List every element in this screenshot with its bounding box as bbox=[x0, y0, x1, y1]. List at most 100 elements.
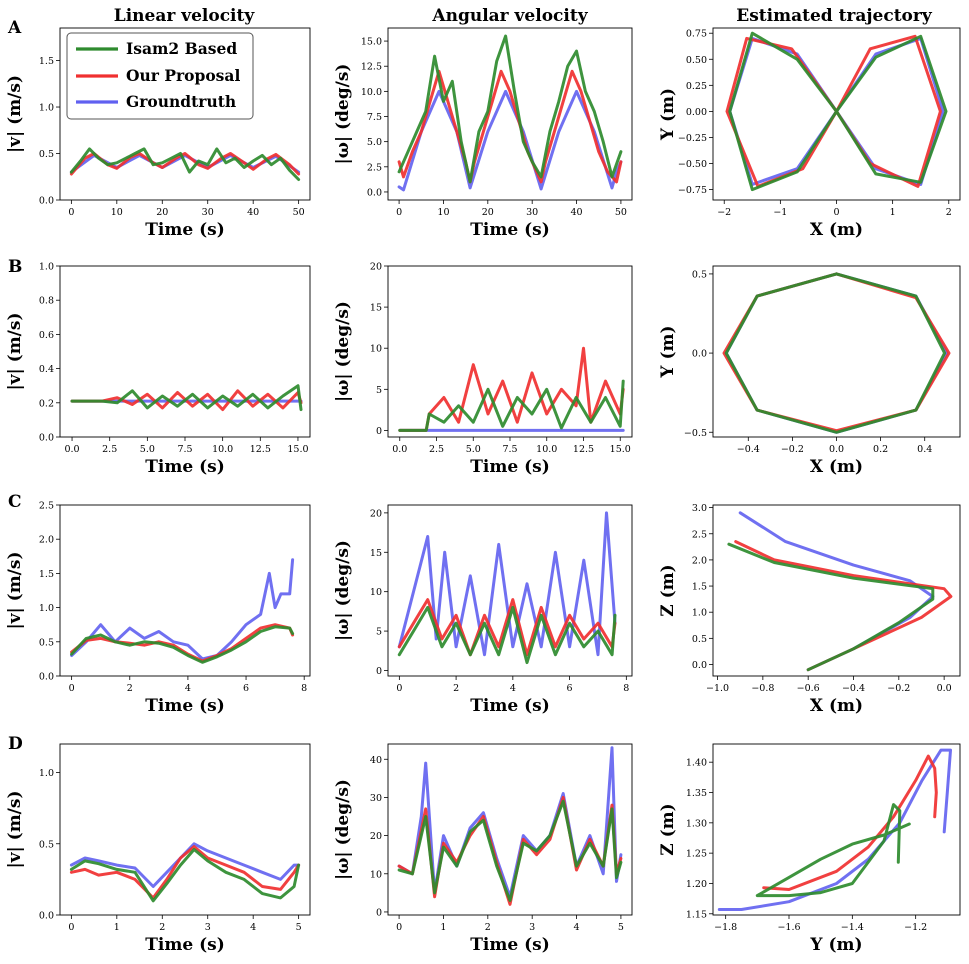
x-tick-label: −1.6 bbox=[777, 922, 800, 933]
row-letter-a: A bbox=[7, 18, 22, 38]
axes-frame bbox=[387, 743, 633, 916]
column-title-linear: Linear velocity bbox=[114, 6, 256, 26]
y-axis-label: Y (m) bbox=[658, 88, 678, 141]
y-tick-label: 0.00 bbox=[686, 107, 707, 118]
x-tick-label: 2 bbox=[127, 683, 133, 694]
x-tick-label: 7.5 bbox=[502, 444, 517, 455]
series-line-isam2-based bbox=[398, 379, 625, 432]
plot-area bbox=[388, 505, 632, 676]
y-tick-label: 0.5 bbox=[692, 634, 707, 645]
legend-label-gt: Groundtruth bbox=[126, 92, 236, 111]
x-tick-label: 0.0 bbox=[829, 444, 844, 455]
y-tick-label: 7.5 bbox=[367, 112, 382, 123]
x-tick-label: 8 bbox=[623, 683, 629, 694]
panel-C-traj: −1.0 −0.8 −0.6 −0.4 −0.2 0.0 0.0 0.5 1.0 1.5 2.0 2.… bbox=[658, 503, 961, 716]
y-tick-label: 0 bbox=[376, 666, 382, 677]
column-title-trajectory: Estimated trajectory bbox=[736, 6, 933, 26]
y-tick-label: 15.0 bbox=[361, 37, 382, 48]
x-axis-label: Time (s) bbox=[470, 696, 550, 716]
y-tick-label: 20 bbox=[370, 831, 382, 842]
x-tick-label: 2 bbox=[946, 207, 952, 218]
series-line-our-proposal bbox=[69, 845, 301, 900]
x-axis-label: X (m) bbox=[810, 220, 863, 240]
y-tick-label: −0.5 bbox=[684, 428, 707, 439]
y-tick-label: 0.0 bbox=[39, 672, 54, 683]
x-tick-label: 20 bbox=[482, 207, 494, 218]
legend-frame bbox=[66, 32, 254, 120]
series-line-our-proposal bbox=[397, 598, 617, 657]
x-tick-label: 1 bbox=[440, 922, 446, 933]
series-line-isam2-based bbox=[69, 848, 301, 903]
y-tick-label: 0.8 bbox=[39, 296, 54, 307]
series-line-isam2-based bbox=[397, 605, 617, 665]
legend-label-isam2: Isam2 Based bbox=[126, 39, 237, 58]
x-tick-label: 2 bbox=[453, 683, 459, 694]
x-tick-label: 0.0 bbox=[392, 444, 407, 455]
x-tick-label: 8 bbox=[301, 683, 307, 694]
x-tick-label: 15.0 bbox=[610, 444, 631, 455]
x-tick-label: 50 bbox=[293, 207, 305, 218]
x-tick-label: 5.0 bbox=[140, 444, 155, 455]
axes-frame bbox=[712, 504, 961, 677]
y-tick-label: 1.5 bbox=[39, 56, 54, 67]
y-tick-label: 10 bbox=[370, 869, 382, 880]
panel-B-traj: −0.4 −0.2 0.0 0.2 0.4 −0.5 0.0 0.5 X (m) Y (m) bbox=[658, 265, 961, 477]
x-tick-label: 5.0 bbox=[466, 444, 481, 455]
y-tick-label: 1.5 bbox=[692, 582, 707, 593]
y-tick-label: 0.5 bbox=[39, 637, 54, 648]
y-tick-label: 1.0 bbox=[39, 768, 54, 779]
axes-frame bbox=[712, 743, 961, 916]
row-letter-c: C bbox=[8, 492, 22, 512]
series-line-isam2-based bbox=[755, 803, 911, 898]
y-axis-label: Y (m) bbox=[658, 325, 678, 378]
y-tick-label: 5.0 bbox=[367, 137, 382, 148]
x-tick-label: 40 bbox=[247, 207, 259, 218]
legend-label-ours: Our Proposal bbox=[126, 66, 240, 85]
x-tick-label: −0.4 bbox=[737, 444, 760, 455]
y-axis-label: |ω| (deg/s) bbox=[333, 301, 353, 402]
y-tick-label: 1.20 bbox=[686, 879, 707, 890]
series-line-our-proposal bbox=[397, 69, 623, 184]
x-tick-label: 12.5 bbox=[573, 444, 594, 455]
x-axis-label: Time (s) bbox=[145, 935, 225, 955]
y-tick-label: 15 bbox=[370, 548, 382, 559]
x-tick-label: 6 bbox=[567, 683, 573, 694]
axes-frame bbox=[387, 504, 633, 677]
x-tick-label: 0 bbox=[68, 922, 74, 933]
x-tick-label: 4 bbox=[185, 683, 191, 694]
x-axis-label: Time (s) bbox=[470, 457, 550, 477]
y-tick-label: 0.25 bbox=[686, 81, 707, 92]
x-tick-label: −1.2 bbox=[904, 922, 927, 933]
x-tick-label: 0.0 bbox=[64, 444, 79, 455]
x-tick-label: −2 bbox=[717, 207, 731, 218]
x-tick-label: 10.0 bbox=[536, 444, 557, 455]
x-tick-label: −1.8 bbox=[714, 922, 737, 933]
x-tick-label: 30 bbox=[202, 207, 214, 218]
axes-frame bbox=[59, 504, 311, 677]
series-line-isam2-based bbox=[728, 31, 948, 192]
y-tick-label: 10 bbox=[370, 587, 382, 598]
y-tick-label: 1.35 bbox=[686, 788, 707, 799]
x-tick-label: 0.0 bbox=[937, 683, 952, 694]
y-tick-label: 20 bbox=[370, 508, 382, 519]
axes-frame bbox=[59, 743, 311, 916]
x-tick-label: 15.0 bbox=[287, 444, 308, 455]
y-tick-label: 0.0 bbox=[39, 433, 54, 444]
x-tick-label: 0.2 bbox=[873, 444, 888, 455]
y-tick-label: 3.0 bbox=[692, 503, 707, 514]
y-tick-label: −0.25 bbox=[678, 133, 707, 144]
x-axis-label: Time (s) bbox=[145, 457, 225, 477]
plot-area bbox=[60, 505, 310, 676]
series-line-isam2-based bbox=[70, 384, 303, 412]
y-tick-label: 40 bbox=[370, 755, 382, 766]
panel-D-lin: 0 1 2 3 4 5 0.0 0.5 1.0 Time (s) |v| (m/s) bbox=[5, 743, 311, 955]
y-tick-label: 0.0 bbox=[367, 187, 382, 198]
y-tick-label: 0 bbox=[376, 426, 382, 437]
series-line-isam2-based bbox=[397, 799, 623, 902]
y-tick-label: 20 bbox=[370, 262, 382, 273]
y-tick-label: 10 bbox=[370, 344, 382, 355]
x-tick-label: 0 bbox=[396, 207, 402, 218]
plot-area bbox=[713, 266, 960, 437]
